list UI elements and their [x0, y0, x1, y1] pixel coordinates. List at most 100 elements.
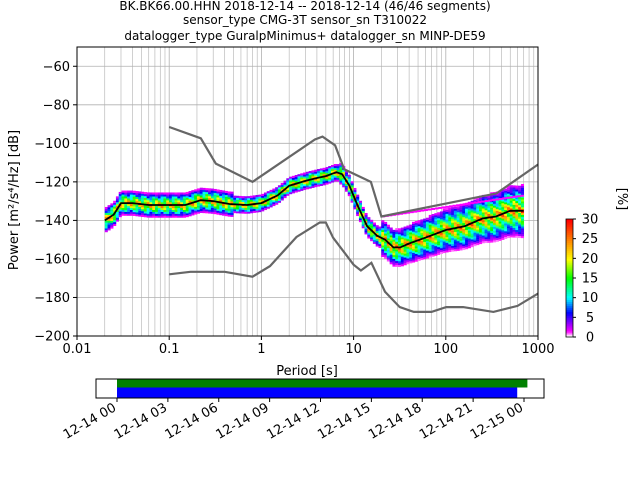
density-cell [515, 226, 519, 229]
density-cell [417, 237, 421, 240]
density-cell [333, 179, 337, 182]
density-cell [406, 239, 410, 242]
density-cell [465, 247, 469, 250]
density-cell [227, 199, 231, 202]
density-cell [336, 167, 340, 171]
density-cell [403, 241, 407, 245]
density-cell [152, 198, 156, 201]
density-cell [113, 221, 117, 225]
density-cell [124, 209, 128, 212]
density-cell [381, 227, 385, 231]
density-cell [389, 262, 393, 265]
density-cell [381, 245, 385, 248]
density-cell [509, 204, 513, 207]
density-cell [481, 216, 485, 219]
density-cell [294, 186, 298, 189]
colorbar-segment [566, 254, 573, 257]
density-cell [509, 223, 513, 226]
density-cell [423, 232, 427, 235]
density-cell [487, 234, 491, 238]
density-cell [495, 220, 499, 223]
density-cell [467, 242, 471, 245]
density-cell [210, 211, 214, 214]
density-cell [448, 217, 452, 220]
density-cell [182, 205, 187, 209]
density-cell [269, 199, 273, 202]
density-cell [261, 195, 265, 198]
density-cell [308, 171, 312, 174]
density-cell [501, 224, 505, 227]
density-cell [216, 206, 220, 209]
density-cell [462, 205, 466, 208]
density-cell [216, 199, 220, 202]
density-cell [518, 216, 522, 219]
density-cell [417, 254, 421, 258]
density-cell [509, 221, 513, 224]
density-cell [255, 194, 259, 198]
density-cell [210, 188, 214, 191]
density-cell-tail [459, 203, 464, 206]
density-cell [512, 191, 516, 194]
density-cell-tail [420, 209, 425, 212]
density-cell [364, 228, 368, 231]
density-cell [501, 193, 505, 196]
density-cell [476, 198, 480, 201]
density-cell [339, 165, 343, 168]
density-cell [501, 222, 505, 225]
colorbar-segment [566, 238, 573, 242]
density-cell [448, 207, 452, 210]
density-cell [188, 196, 192, 199]
density-cell [272, 192, 276, 195]
density-cell [498, 229, 502, 232]
density-cell [490, 223, 494, 226]
density-cell [330, 180, 335, 183]
density-cell [168, 198, 173, 201]
density-cell [442, 239, 446, 242]
density-cell [509, 189, 513, 192]
density-cell [456, 239, 460, 242]
density-cell [495, 228, 499, 231]
density-cell [255, 210, 259, 213]
density-cell [434, 245, 438, 249]
density-cell [470, 216, 474, 219]
density-cell [512, 216, 516, 219]
density-cell [233, 201, 237, 204]
density-cell [481, 241, 485, 244]
density-cell [249, 211, 254, 214]
density-cell [199, 191, 203, 194]
density-cell [230, 193, 234, 196]
density-cell [520, 224, 525, 227]
density-cell [168, 202, 173, 205]
colorbar-segment [566, 301, 573, 304]
density-cell [425, 231, 430, 234]
density-cell [110, 209, 114, 212]
density-cell [350, 187, 354, 190]
density-cell [121, 207, 125, 211]
x-axis-label: Period [s] [276, 364, 338, 379]
x-tick-label: 0.01 [63, 342, 92, 357]
colorbar-tick-label: 5 [586, 311, 594, 326]
density-cell [465, 241, 469, 244]
density-cell [512, 187, 516, 190]
density-cell [473, 197, 477, 200]
density-cell [263, 196, 268, 199]
density-cell [163, 192, 167, 195]
density-cell [157, 205, 161, 209]
density-cell [152, 202, 156, 205]
density-cell [395, 264, 399, 267]
density-cell [311, 174, 315, 177]
density-cell [163, 207, 167, 211]
density-cell [244, 205, 248, 209]
density-cell [205, 207, 209, 210]
density-cell [238, 209, 242, 212]
density-cell [132, 192, 136, 195]
density-cell [364, 232, 368, 235]
density-cell [467, 236, 471, 239]
density-cell [196, 203, 201, 206]
density-cell [411, 229, 416, 232]
density-cell [163, 202, 167, 205]
density-cell [481, 196, 485, 199]
density-cell [132, 213, 136, 216]
density-cell [199, 203, 203, 206]
